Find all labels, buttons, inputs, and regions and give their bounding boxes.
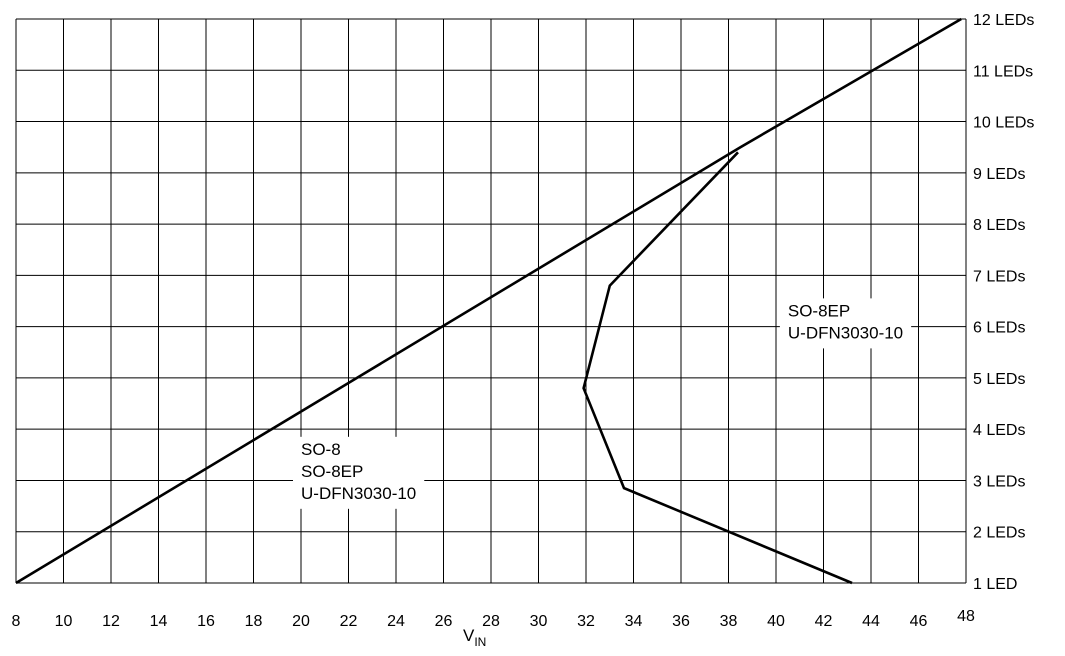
y-tick-label: 3 LEDs bbox=[973, 473, 1025, 490]
y-tick-label: 10 LEDs bbox=[973, 115, 1034, 132]
x-tick-label: 14 bbox=[150, 613, 168, 630]
y-tick-label: 6 LEDs bbox=[973, 320, 1025, 337]
annotation-background bbox=[293, 436, 425, 509]
annotation-group: SO-8 SO-8EP U-DFN3030-10 SO-8EP U-DFN3030-10 bbox=[293, 298, 912, 509]
annotation-text: U-DFN3030-10 bbox=[788, 323, 903, 342]
y-tick-label: 1 LED bbox=[973, 576, 1017, 593]
x-tick-label: 8 bbox=[12, 613, 21, 630]
x-tick-label: 16 bbox=[197, 613, 215, 630]
annotation-text: SO-8EP bbox=[788, 301, 850, 320]
region-annotation: SO-8 SO-8EP U-DFN3030-10 bbox=[293, 436, 425, 509]
y-tick-label: 11 LEDs bbox=[973, 63, 1033, 80]
y-tick-label: 5 LEDs bbox=[973, 371, 1025, 388]
annotation-text: SO-8 bbox=[301, 440, 341, 459]
x-tick-label: 10 bbox=[55, 613, 73, 630]
x-axis-ticks: 8 10 12 14 16 18 20 22 24 26 28 30 32 34 36 38 40 42 44 46 4… bbox=[12, 608, 975, 630]
x-tick-label: 44 bbox=[862, 613, 880, 630]
y-tick-label: 2 LEDs bbox=[973, 525, 1025, 542]
y-tick-label: 8 LEDs bbox=[973, 217, 1025, 234]
y-tick-label: 9 LEDs bbox=[973, 166, 1025, 183]
series-line-1 bbox=[15, 17, 962, 585]
annotation-text: SO-8EP bbox=[301, 462, 363, 481]
x-tick-label: 48 bbox=[957, 608, 975, 625]
chart-grid bbox=[15, 18, 967, 584]
x-tick-label: 18 bbox=[245, 613, 263, 630]
region-annotation: SO-8EP U-DFN3030-10 bbox=[779, 298, 912, 349]
x-tick-label: 36 bbox=[672, 613, 690, 630]
annotation-background bbox=[779, 298, 912, 349]
annotation-text: U-DFN3030-10 bbox=[301, 484, 416, 503]
x-tick-label: 22 bbox=[340, 613, 358, 630]
y-tick-label: 7 LEDs bbox=[973, 268, 1025, 285]
x-tick-label: 46 bbox=[910, 613, 928, 630]
y-axis-ticks: 1 LED 2 LEDs 3 LEDs 4 LEDs 5 LEDs 6 LEDs 7 LED… bbox=[973, 12, 1034, 593]
x-tick-label: 20 bbox=[292, 613, 310, 630]
y-tick-label: 4 LEDs bbox=[973, 422, 1025, 439]
x-tick-label: 26 bbox=[435, 613, 453, 630]
x-tick-label: 12 bbox=[102, 613, 120, 630]
x-tick-label: 34 bbox=[625, 613, 643, 630]
x-axis-label-subscript: IN bbox=[474, 635, 486, 649]
x-tick-label: 28 bbox=[482, 613, 500, 630]
x-tick-label: 32 bbox=[577, 613, 595, 630]
x-tick-label: 38 bbox=[720, 613, 738, 630]
series-group bbox=[15, 17, 962, 585]
x-axis-label: VIN bbox=[463, 626, 486, 649]
x-tick-label: 42 bbox=[815, 613, 833, 630]
x-tick-label: 30 bbox=[530, 613, 548, 630]
x-tick-label: 24 bbox=[387, 613, 405, 630]
y-tick-label: 12 LEDs bbox=[973, 12, 1034, 29]
x-axis-label-main: V bbox=[463, 626, 475, 645]
series-line-2 bbox=[582, 151, 853, 585]
x-tick-label: 40 bbox=[767, 613, 785, 630]
